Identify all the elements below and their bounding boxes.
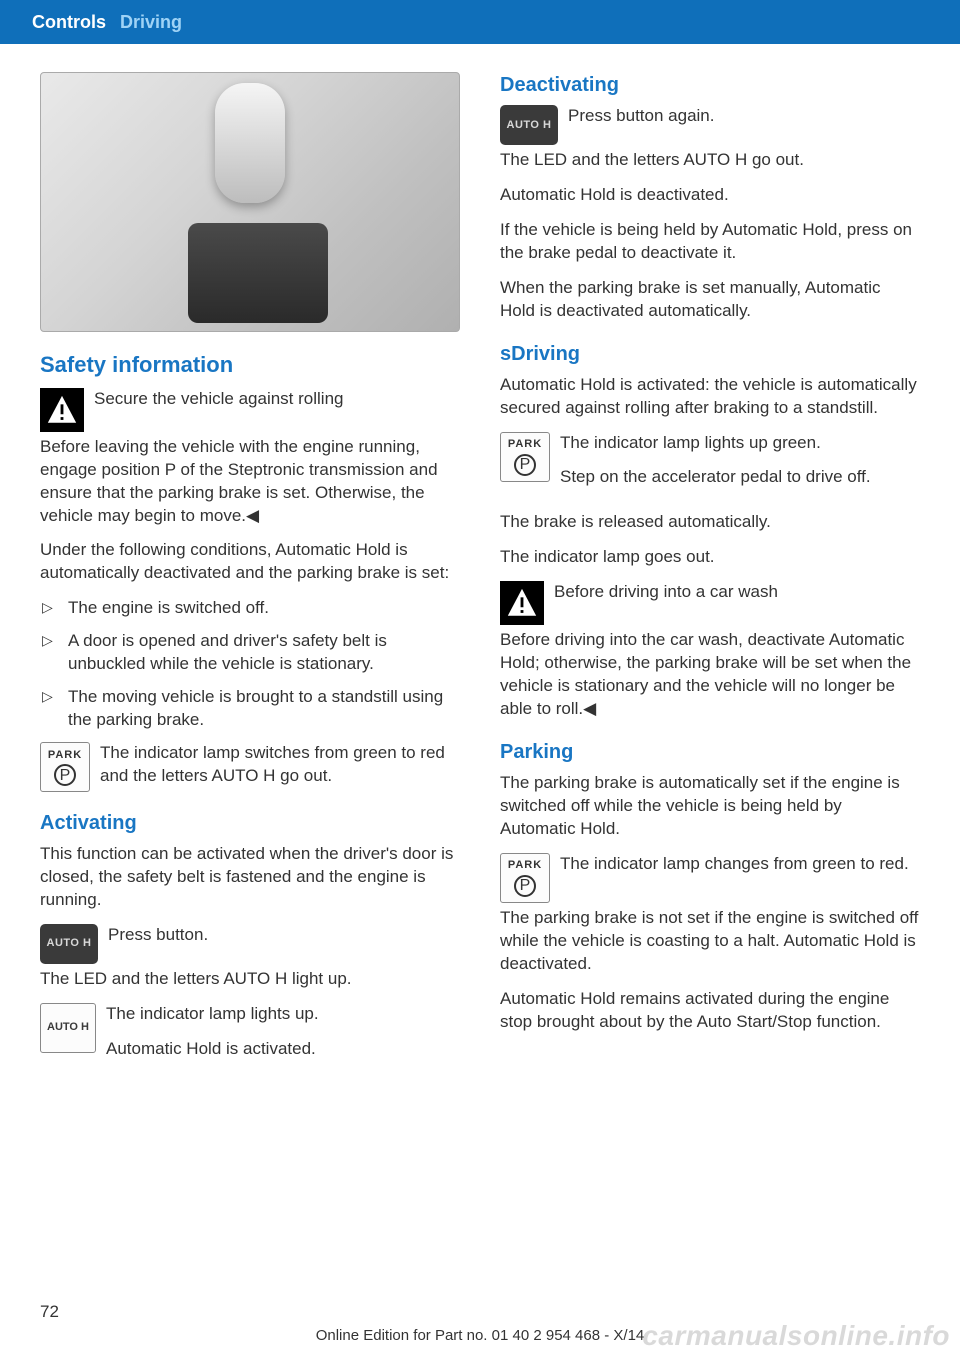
parking-p2: Automatic Hold remains activated during … (500, 988, 920, 1034)
park-circle: P (514, 454, 536, 476)
activating-heading: Activating (40, 810, 460, 837)
autoh-press: Press button. (108, 925, 208, 944)
park-label: PARK (508, 437, 542, 452)
parking-park-text: The indicator lamp changes from green to… (560, 853, 920, 903)
sdrv-p3: The indicator lamp goes out. (500, 546, 920, 569)
park-icon: PARK P (500, 853, 550, 903)
parking-heading: Parking (500, 739, 920, 766)
autoh-button-text: Press button. (108, 924, 460, 964)
autoh-button-row: AUTO H Press button. (40, 924, 460, 964)
page-columns: Safety information Secure the vehicle ag… (0, 44, 960, 1083)
conditions-list: The engine is switched off. A door is op… (40, 597, 460, 732)
gearshift-photo (40, 72, 460, 332)
header-controls: Controls (32, 12, 106, 33)
parking-text: The parking brake is automatically set i… (500, 772, 920, 841)
park-ic2: The parking brake is not set if the engi… (500, 907, 920, 976)
park-label: PARK (48, 748, 82, 763)
autoh-led-text: The LED and the letters AUTO H light up. (40, 968, 460, 991)
warning-block-1: Secure the vehicle against rolling (40, 388, 460, 432)
park-indicator-row-1: PARK P The indicator lamp switches from … (40, 742, 460, 792)
warning-text-2: Before driving into a car wash (554, 581, 920, 625)
sdrv-ic2: Step on the accelerator pedal to drive o… (560, 466, 920, 489)
deact-led-text: The LED and the letters AUTO H go out. (500, 149, 920, 172)
sdrv-p2: The brake is released automatically. (500, 511, 920, 534)
list-item: The moving vehicle is brought to a stand… (40, 686, 460, 732)
warning-icon (40, 388, 84, 432)
activating-text: This function can be activated when the … (40, 843, 460, 912)
deact-p2: If the vehicle is being held by Automati… (500, 219, 920, 265)
deact-button-text: Press button again. (568, 105, 920, 145)
sdriving-text: Automatic Hold is activated: the vehicle… (500, 374, 920, 420)
sdriving-heading: sDriving (500, 341, 920, 368)
parking-park-row: PARK P The indicator lamp changes from g… (500, 853, 920, 903)
park-icon: PARK P (40, 742, 90, 792)
autoh-box-icon: AUTO H (40, 1003, 96, 1053)
park-ic1: The indicator lamp changes from green to… (560, 853, 920, 876)
autoh-box-line1: The indicator lamp lights up. (106, 1003, 460, 1026)
park-circle: P (54, 764, 76, 786)
warning-block-2: Before driving into a car wash (500, 581, 920, 625)
left-column: Safety information Secure the vehicle ag… (40, 72, 460, 1083)
warning-icon (500, 581, 544, 625)
list-item: A door is opened and driver's safety bel… (40, 630, 460, 676)
autoh-box-line2: Automatic Hold is activated. (106, 1038, 460, 1061)
deact-p3: When the parking brake is set manually, … (500, 277, 920, 323)
warning-body-2: Before driving into the car wash, deacti… (500, 629, 920, 721)
autoh-button-icon: AUTO H (40, 924, 98, 964)
safety-heading: Safety information (40, 350, 460, 380)
autoh-box-row: AUTO H The indicator lamp lights up. Aut… (40, 1003, 460, 1073)
sdrv-park-text: The indicator lamp lights up green. Step… (560, 432, 920, 502)
warning-title-1: Secure the vehicle against rolling (94, 389, 343, 408)
autoh-button-icon: AUTO H (500, 105, 558, 145)
deact-p1: Automatic Hold is deactivated. (500, 184, 920, 207)
warning-title-2: Before driving into a car wash (554, 582, 778, 601)
deact-press: Press button again. (568, 106, 714, 125)
warning-body-1: Before leaving the vehicle with the engi… (40, 436, 460, 528)
header-driving: Driving (120, 12, 182, 33)
park-label: PARK (508, 858, 542, 873)
sdrv-ic1: The indicator lamp lights up green. (560, 432, 920, 455)
deact-button-row: AUTO H Press button again. (500, 105, 920, 145)
park-icon: PARK P (500, 432, 550, 482)
sdrv-park-row: PARK P The indicator lamp lights up gree… (500, 432, 920, 502)
park-circle: P (514, 875, 536, 897)
park-indicator-text: The indicator lamp switches from green t… (100, 742, 460, 792)
list-item: The engine is switched off. (40, 597, 460, 620)
header-bar: Controls Driving (0, 0, 960, 44)
watermark: carmanualsonline.info (642, 1320, 950, 1352)
conditions-intro: Under the following conditions, Automati… (40, 539, 460, 585)
autoh-box-text: The indicator lamp lights up. Automatic … (106, 1003, 460, 1073)
deactivating-heading: Deactivating (500, 72, 920, 99)
page-number: 72 (40, 1302, 59, 1322)
warning-text-1: Secure the vehicle against rolling (94, 388, 460, 432)
right-column: Deactivating AUTO H Press button again. … (500, 72, 920, 1083)
